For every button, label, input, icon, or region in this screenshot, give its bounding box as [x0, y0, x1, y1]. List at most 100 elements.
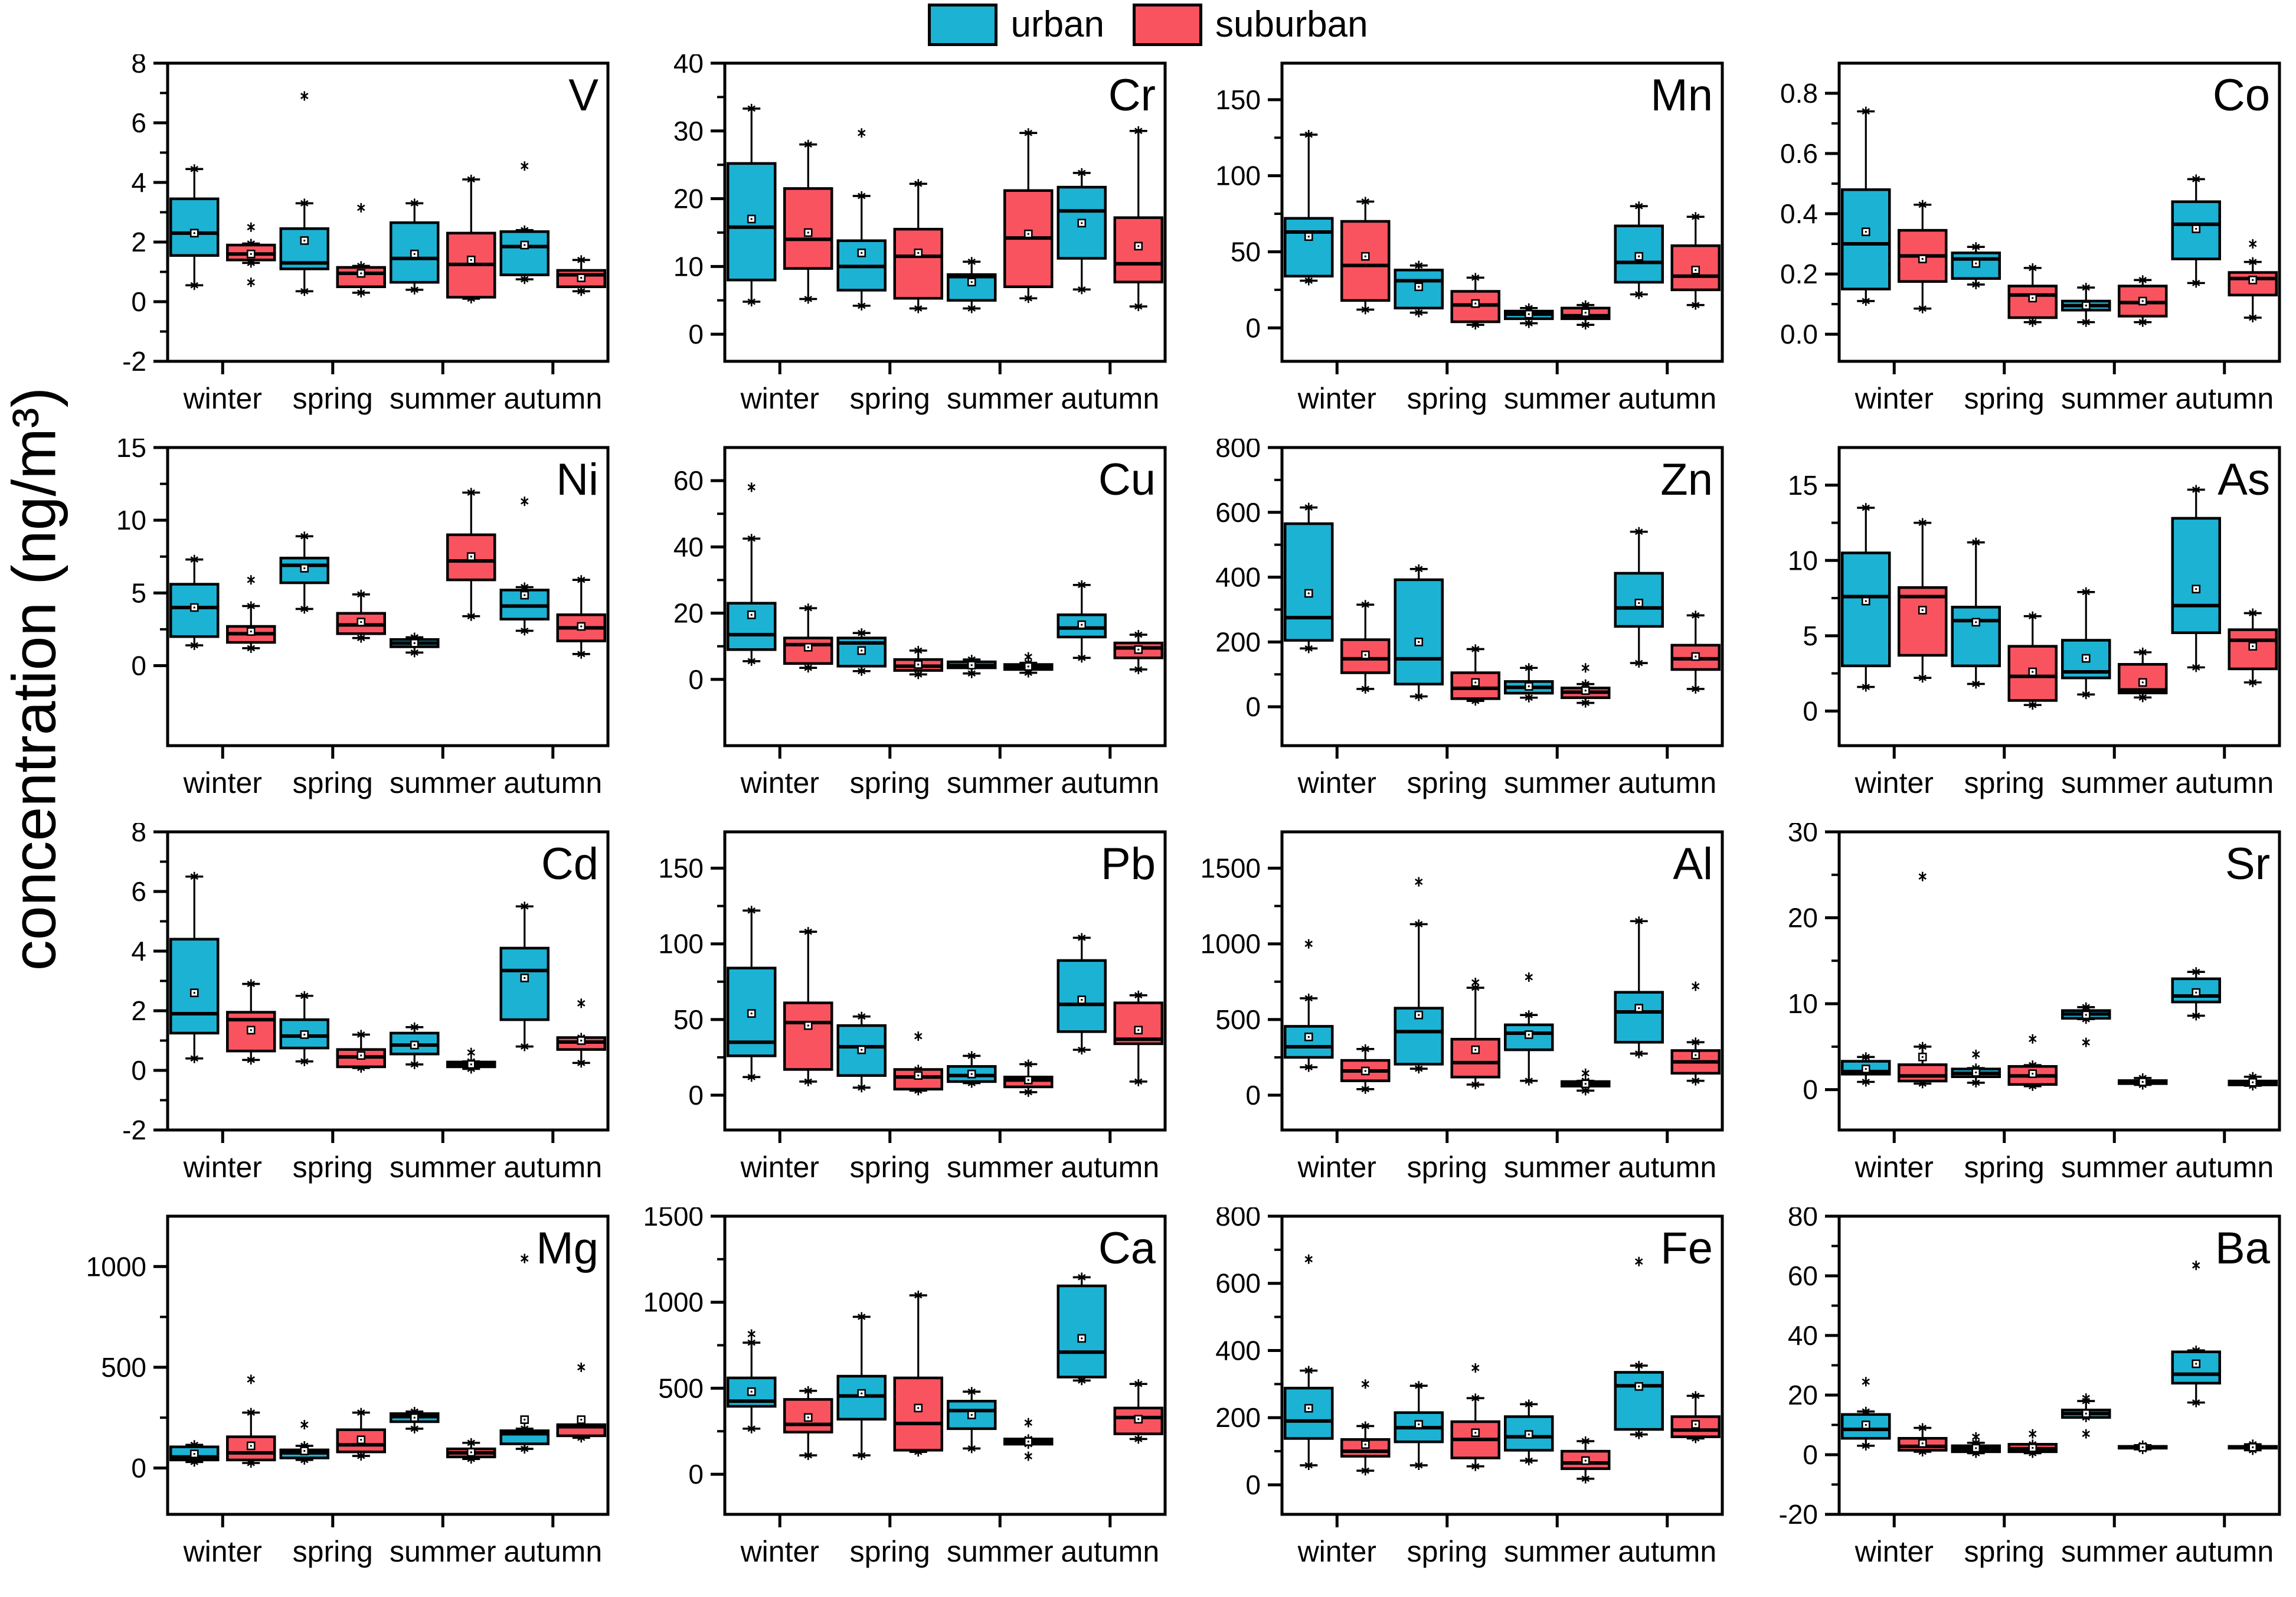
box-urban-spring — [1951, 1432, 2001, 1458]
x-tick-label: spring — [1964, 766, 2045, 799]
legend-item-suburban: suburban — [1133, 4, 1368, 46]
y-axis: 0.0 0.2 0.4 0.6 0.8 — [1780, 78, 1839, 350]
y-axis: -2 0 2 4 6 8 — [122, 823, 168, 1145]
plot-frame — [1280, 1214, 1724, 1516]
x-tick-label: spring — [293, 1151, 373, 1184]
box-suburban-winter — [1898, 871, 1948, 1089]
box-urban-summer — [947, 257, 997, 313]
box-urban-spring — [836, 628, 887, 676]
y-axis: 0 500 1000 1500 — [1201, 853, 1282, 1111]
plot-frame — [1280, 830, 1724, 1132]
box-suburban-winter — [226, 979, 276, 1065]
box-suburban-autumn — [2228, 1072, 2278, 1091]
y-tick-label: 0 — [688, 1080, 704, 1111]
box-suburban-autumn — [556, 575, 606, 659]
y-tick-label: 40 — [673, 531, 704, 562]
box-urban-winter — [1841, 503, 1891, 692]
box-urban-winter — [1841, 1052, 1891, 1087]
box-urban-spring — [836, 128, 887, 311]
y-tick-label: 0 — [1803, 1075, 1818, 1105]
box-suburban-autumn — [1113, 630, 1163, 674]
x-tick-label: spring — [293, 1535, 373, 1568]
panel-grid: -2 0 2 4 6 8 winter spring summer autumn V 0 10 20 30 4… — [66, 54, 2295, 1592]
box-urban-summer — [2061, 587, 2111, 700]
x-tick-label: autumn — [2175, 766, 2274, 799]
box-urban-autumn — [1614, 1256, 1664, 1439]
box-suburban-spring — [336, 203, 386, 298]
box-suburban-spring — [2007, 611, 2058, 710]
y-axis: -2 0 2 4 6 8 — [122, 54, 168, 377]
element-label: Cr — [1108, 70, 1156, 120]
box-urban-winter — [1284, 130, 1334, 286]
y-axis: 0 10 20 30 40 — [673, 54, 725, 350]
box-urban-autumn — [499, 1253, 550, 1454]
box-suburban-summer — [446, 488, 496, 621]
y-tick-label: 30 — [673, 116, 704, 146]
box-urban-winter — [1841, 106, 1891, 306]
y-tick-label: 500 — [658, 1373, 704, 1403]
panel-V: -2 0 2 4 6 8 winter spring summer autumn V — [122, 54, 610, 415]
box-suburban-spring — [336, 1407, 386, 1461]
y-tick-label: 2 — [131, 227, 146, 257]
box-urban-spring — [1394, 1381, 1444, 1470]
box-suburban-autumn — [2228, 1439, 2278, 1455]
y-tick-label: 500 — [1215, 1004, 1261, 1035]
box-suburban-spring — [336, 1030, 386, 1073]
box-suburban-summer — [1561, 1068, 1611, 1096]
panel-Fe: 0 200 400 600 800 winter spring summer autumn Fe — [1215, 1207, 1724, 1568]
y-tick-label: 50 — [1231, 236, 1261, 267]
box-suburban-summer — [446, 1438, 496, 1464]
box-urban-spring — [1951, 1049, 2001, 1087]
box-suburban-winter — [1898, 518, 1948, 683]
box-urban-summer — [390, 1406, 440, 1433]
y-tick-label: 800 — [1215, 1207, 1261, 1232]
y-tick-label: 0 — [1803, 1439, 1818, 1470]
x-tick-label: winter — [740, 1535, 819, 1568]
x-tick-label: spring — [1964, 1151, 2045, 1184]
y-tick-label: 0.6 — [1780, 138, 1818, 169]
box-suburban-winter — [783, 1386, 833, 1461]
box-suburban-spring — [2007, 263, 2058, 327]
box-suburban-winter — [226, 1374, 276, 1468]
x-tick-label: spring — [293, 766, 373, 799]
x-tick-label: winter — [183, 382, 262, 415]
legend-label-suburban: suburban — [1215, 4, 1368, 45]
box-suburban-winter — [783, 603, 833, 673]
x-tick-label: summer — [947, 382, 1054, 415]
x-axis: winter spring summer autumn — [1855, 1514, 2274, 1568]
x-tick-label: winter — [740, 382, 819, 415]
x-axis: winter spring summer autumn — [1297, 361, 1716, 415]
x-axis: winter spring summer autumn — [1855, 746, 2274, 799]
element-label: Ba — [2215, 1223, 2271, 1273]
y-tick-label: 1500 — [1201, 853, 1261, 884]
box-suburban-summer — [2118, 1073, 2168, 1090]
box-suburban-spring — [2007, 1429, 2058, 1458]
y-tick-label: 60 — [673, 465, 704, 496]
y-tick-label: 600 — [1215, 497, 1261, 528]
y-tick-label: 20 — [1788, 1380, 1818, 1410]
box-suburban-spring — [1450, 978, 1500, 1090]
box-suburban-autumn — [1113, 990, 1163, 1086]
box-suburban-spring — [893, 645, 943, 680]
box-suburban-summer — [1561, 1436, 1611, 1484]
y-tick-label: 400 — [1215, 1335, 1261, 1366]
x-tick-label: spring — [850, 1535, 930, 1568]
y-tick-label: 0 — [131, 651, 146, 681]
y-tick-label: 20 — [673, 598, 704, 629]
urban-swatch-icon — [928, 4, 998, 46]
x-tick-label: winter — [1297, 766, 1376, 799]
y-tick-label: 0 — [131, 1055, 146, 1086]
y-tick-label: 0 — [688, 319, 704, 350]
box-suburban-spring — [1450, 1363, 1500, 1471]
y-tick-label: 8 — [131, 823, 146, 847]
x-tick-label: autumn — [2175, 382, 2274, 415]
box-suburban-autumn — [556, 998, 606, 1068]
element-label: Co — [2213, 70, 2270, 120]
box-suburban-summer — [1003, 652, 1054, 678]
y-tick-label: 20 — [1788, 903, 1818, 933]
y-axis: 0 50 100 150 — [658, 853, 725, 1111]
box-urban-summer — [1504, 1399, 1554, 1466]
box-urban-summer — [1504, 663, 1554, 703]
suburban-swatch-icon — [1133, 4, 1203, 46]
box-urban-winter — [169, 164, 220, 290]
